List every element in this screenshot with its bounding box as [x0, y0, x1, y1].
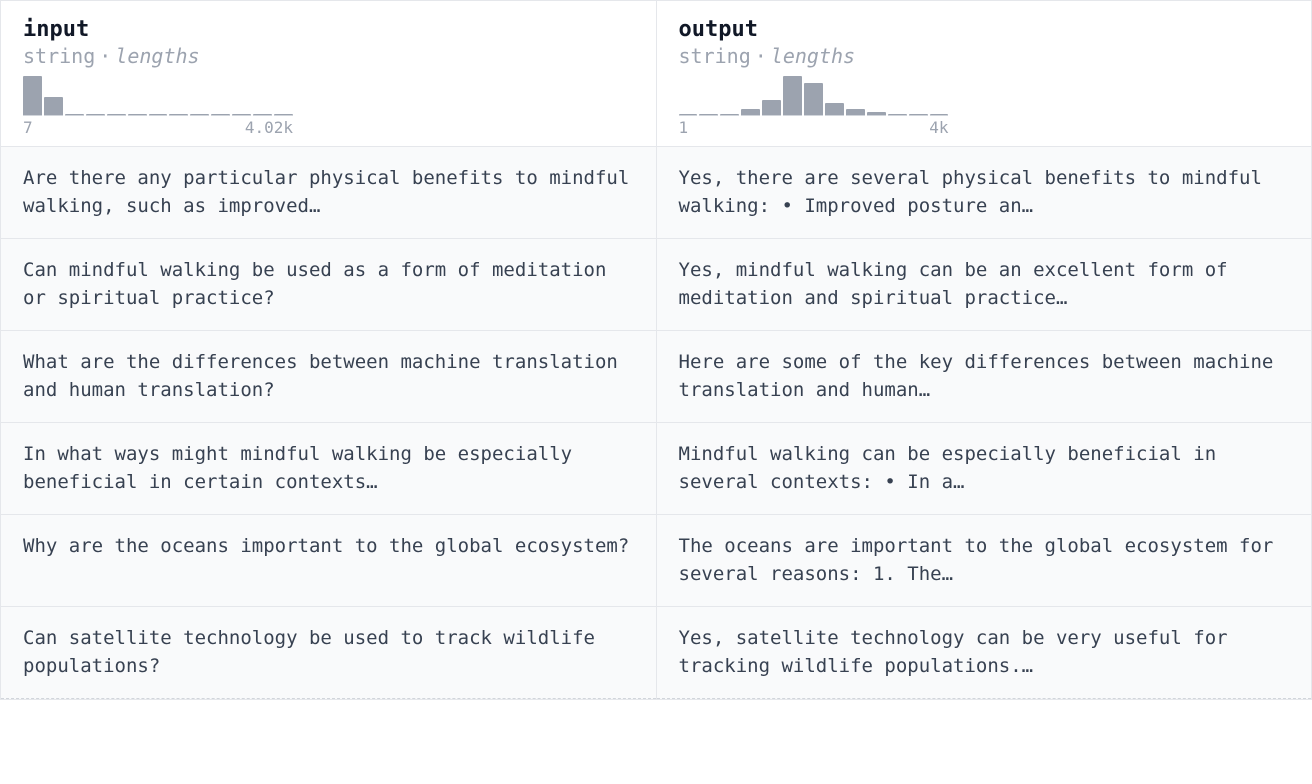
axis-max: 4k	[929, 118, 948, 137]
meta-separator: ·	[99, 44, 111, 68]
histogram-bar	[888, 114, 907, 116]
column-meta-label: lengths	[115, 44, 199, 68]
table-cell[interactable]: What are the differences between machine…	[1, 331, 656, 423]
histogram-bar	[86, 114, 105, 116]
histogram-bar	[44, 97, 63, 116]
dataset-table: input string·lengths 7 4.02k Are there a…	[0, 0, 1312, 700]
table-cell[interactable]: Why are the oceans important to the glob…	[1, 515, 656, 607]
column-output: output string·lengths 1 4k Yes, there ar…	[657, 1, 1312, 699]
histogram-bar	[762, 100, 781, 116]
histogram-bar	[720, 114, 739, 116]
column-type: string	[23, 44, 95, 68]
column-meta-label: lengths	[771, 44, 855, 68]
histogram-bar	[846, 109, 865, 116]
column-name: input	[23, 17, 634, 42]
meta-separator: ·	[755, 44, 767, 68]
lengths-histogram: 7 4.02k	[23, 76, 293, 136]
histogram-bar	[699, 114, 718, 116]
axis-min: 1	[679, 118, 689, 137]
histogram-axis: 1 4k	[679, 118, 949, 137]
histogram-bar	[930, 114, 949, 116]
column-meta: string·lengths	[679, 44, 1290, 68]
histogram-bar	[107, 114, 126, 116]
table-cell[interactable]: Can mindful walking be used as a form of…	[1, 239, 656, 331]
axis-min: 7	[23, 118, 33, 137]
histogram-bar	[149, 114, 168, 116]
column-name: output	[679, 17, 1290, 42]
histogram-bar	[128, 114, 147, 116]
column-header-output[interactable]: output string·lengths 1 4k	[657, 1, 1312, 147]
lengths-histogram: 1 4k	[679, 76, 949, 136]
histogram-bar	[909, 114, 928, 116]
column-type: string	[679, 44, 751, 68]
table-cell[interactable]: Yes, satellite technology can be very us…	[657, 607, 1312, 699]
histogram-bar	[23, 76, 42, 116]
histogram-bar	[211, 114, 230, 116]
histogram-bars	[23, 76, 293, 116]
column-header-input[interactable]: input string·lengths 7 4.02k	[1, 1, 656, 147]
table-cell[interactable]: The oceans are important to the global e…	[657, 515, 1312, 607]
histogram-bar	[804, 83, 823, 116]
table-cell[interactable]: Mindful walking can be especially benefi…	[657, 423, 1312, 515]
table-cell[interactable]: Are there any particular physical benefi…	[1, 147, 656, 239]
histogram-bar	[274, 114, 293, 116]
histogram-bar	[679, 114, 698, 116]
histogram-bar	[253, 114, 272, 116]
table-cell[interactable]: Here are some of the key differences bet…	[657, 331, 1312, 423]
table-cell[interactable]: In what ways might mindful walking be es…	[1, 423, 656, 515]
table-cell[interactable]: Yes, mindful walking can be an excellent…	[657, 239, 1312, 331]
table-cell[interactable]: Yes, there are several physical benefits…	[657, 147, 1312, 239]
histogram-bars	[679, 76, 949, 116]
histogram-bar	[825, 103, 844, 116]
table-cell[interactable]: Can satellite technology be used to trac…	[1, 607, 656, 699]
column-meta: string·lengths	[23, 44, 634, 68]
histogram-bar	[867, 112, 886, 116]
histogram-bar	[232, 114, 251, 116]
histogram-bar	[783, 76, 802, 116]
histogram-bar	[190, 114, 209, 116]
histogram-axis: 7 4.02k	[23, 118, 293, 137]
axis-max: 4.02k	[245, 118, 293, 137]
histogram-bar	[65, 114, 84, 116]
histogram-bar	[169, 114, 188, 116]
column-input: input string·lengths 7 4.02k Are there a…	[1, 1, 657, 699]
histogram-bar	[741, 109, 760, 116]
